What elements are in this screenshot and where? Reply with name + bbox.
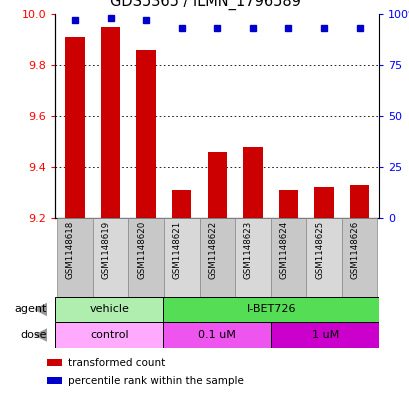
Text: GSM1148619: GSM1148619 — [101, 220, 110, 279]
Bar — [306, 218, 341, 297]
Text: dose: dose — [20, 330, 47, 340]
Bar — [92, 218, 128, 297]
Bar — [101, 27, 120, 218]
Bar — [278, 190, 297, 218]
Text: GSM1148625: GSM1148625 — [314, 220, 323, 279]
Bar — [163, 322, 271, 348]
Text: GSM1148620: GSM1148620 — [137, 220, 146, 279]
Text: percentile rank within the sample: percentile rank within the sample — [67, 376, 243, 386]
Bar — [47, 359, 62, 366]
Bar — [171, 190, 191, 218]
Bar — [65, 37, 85, 218]
Bar — [55, 297, 163, 322]
Bar — [270, 218, 306, 297]
Bar — [243, 147, 262, 218]
Text: 0.1 uM: 0.1 uM — [198, 330, 236, 340]
Bar — [199, 218, 234, 297]
Text: GSM1148622: GSM1148622 — [208, 220, 217, 279]
Text: GDS5365 / ILMN_1796589: GDS5365 / ILMN_1796589 — [109, 0, 300, 10]
Text: GSM1148618: GSM1148618 — [66, 220, 75, 279]
Text: GSM1148624: GSM1148624 — [279, 220, 288, 279]
Bar — [55, 322, 163, 348]
Text: I-BET726: I-BET726 — [246, 305, 295, 314]
Bar — [349, 185, 369, 218]
Polygon shape — [35, 303, 47, 316]
Bar — [136, 50, 155, 218]
Bar — [57, 218, 92, 297]
Bar — [47, 377, 62, 384]
Text: control: control — [90, 330, 128, 340]
Bar — [163, 297, 378, 322]
Text: GSM1148623: GSM1148623 — [243, 220, 252, 279]
Bar — [271, 322, 378, 348]
Bar — [341, 218, 377, 297]
Polygon shape — [35, 329, 47, 341]
Bar — [128, 218, 164, 297]
Bar — [164, 218, 199, 297]
Bar — [234, 218, 270, 297]
Text: GSM1148621: GSM1148621 — [172, 220, 181, 279]
Text: agent: agent — [15, 305, 47, 314]
Text: transformed count: transformed count — [67, 358, 164, 368]
Text: GSM1148626: GSM1148626 — [350, 220, 359, 279]
Bar — [207, 152, 227, 218]
Bar — [314, 187, 333, 218]
Text: 1 uM: 1 uM — [311, 330, 338, 340]
Text: vehicle: vehicle — [89, 305, 129, 314]
